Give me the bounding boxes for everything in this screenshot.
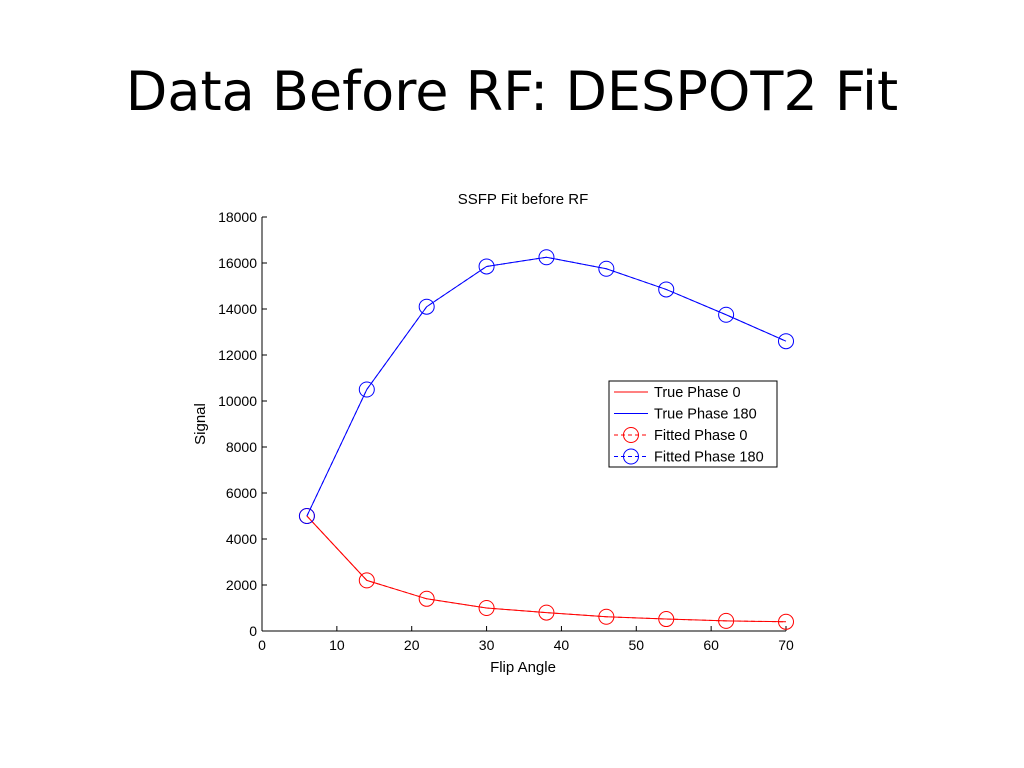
legend-swatch-marker <box>623 448 639 465</box>
data-point-marker <box>598 608 615 625</box>
x-tick-label: 60 <box>703 637 719 653</box>
data-point-marker <box>358 572 375 589</box>
data-point-marker <box>658 281 675 298</box>
legend-label: Fitted Phase 0 <box>654 428 748 444</box>
y-tick-label: 6000 <box>226 485 257 501</box>
series-3 <box>298 249 794 524</box>
data-point-marker <box>418 298 435 315</box>
x-tick-label: 70 <box>778 637 794 653</box>
y-axis-label: Signal <box>192 403 209 445</box>
y-ticks: 0 2000 4000 6000 8000 10000 12000 14000 16000 180… <box>218 209 267 639</box>
data-point-marker <box>478 258 495 275</box>
legend-entry: True Phase 180 <box>614 407 757 423</box>
series-layer <box>298 249 794 630</box>
axes <box>261 217 786 632</box>
x-ticks: 0 10 20 30 40 50 60 70 <box>258 626 794 653</box>
y-tick-label: 0 <box>249 623 257 639</box>
x-tick-label: 50 <box>628 637 644 653</box>
legend-label: True Phase 0 <box>654 385 741 401</box>
legend-swatch-marker <box>623 427 639 443</box>
data-point-marker <box>418 590 435 607</box>
legend: True Phase 0 True Phase 180 Fitted Phase 0… <box>608 380 778 468</box>
x-tick-label: 10 <box>329 637 345 653</box>
y-tick-label: 16000 <box>218 255 257 271</box>
data-point-marker <box>598 260 615 277</box>
y-tick-label: 10000 <box>218 393 257 409</box>
data-point-marker <box>538 249 555 266</box>
legend-label: True Phase 180 <box>654 407 757 423</box>
legend-entry: Fitted Phase 180 <box>614 448 764 466</box>
series-line <box>306 256 787 517</box>
legend-label: Fitted Phase 180 <box>654 450 764 466</box>
legend-entry: True Phase 0 <box>614 385 741 401</box>
y-tick-label: 4000 <box>226 531 257 547</box>
data-point-marker <box>538 604 555 621</box>
y-tick-label: 12000 <box>218 347 257 363</box>
data-point-marker <box>298 508 315 524</box>
legend-entry: Fitted Phase 0 <box>614 427 748 444</box>
series-line <box>306 515 787 623</box>
x-tick-label: 0 <box>258 637 266 653</box>
x-tick-label: 20 <box>404 637 420 653</box>
data-point-marker <box>718 306 735 323</box>
chart-title: SSFP Fit before RF <box>458 191 589 208</box>
y-tick-label: 8000 <box>226 439 257 455</box>
data-point-marker <box>718 612 735 629</box>
data-point-marker <box>478 600 495 616</box>
y-tick-label: 18000 <box>218 209 257 225</box>
y-tick-label: 2000 <box>226 577 257 593</box>
slide-title: Data Before RF: DESPOT2 Fit <box>125 60 899 123</box>
series-0 <box>306 515 787 623</box>
data-point-marker <box>778 613 794 630</box>
series-line <box>306 515 787 623</box>
data-point-marker <box>778 333 794 350</box>
data-point-marker <box>658 611 675 628</box>
series-2 <box>298 508 794 630</box>
y-tick-label: 14000 <box>218 301 257 317</box>
x-axis-label: Flip Angle <box>490 659 556 676</box>
x-tick-label: 40 <box>554 637 570 653</box>
data-point-marker <box>358 381 375 398</box>
legend-entries: True Phase 0 True Phase 180 Fitted Phase 0… <box>614 385 764 466</box>
x-tick-label: 30 <box>479 637 495 653</box>
